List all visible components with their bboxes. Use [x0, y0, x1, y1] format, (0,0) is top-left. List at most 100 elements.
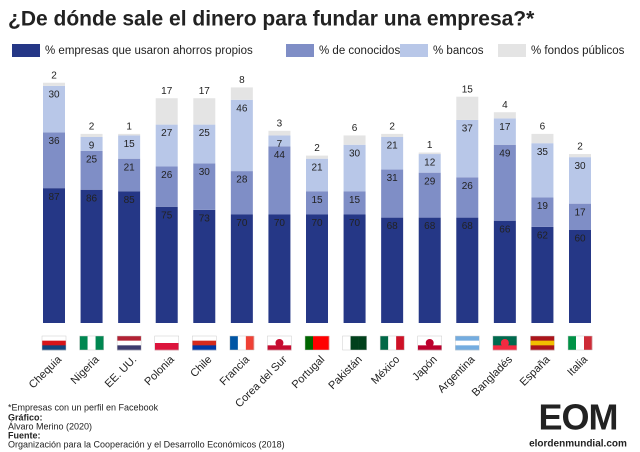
flag-stripe — [530, 340, 555, 346]
bar-segment — [569, 154, 591, 158]
value-label: 26 — [462, 181, 474, 192]
legend-label: % bancos — [433, 45, 484, 57]
flag — [229, 335, 255, 351]
flag-stripe — [396, 336, 405, 350]
bar-segment — [343, 135, 366, 145]
value-label: 12 — [424, 158, 436, 169]
value-label: 68 — [462, 221, 474, 232]
flag-stripe — [305, 336, 314, 350]
value-label: 3 — [277, 118, 283, 129]
flag-border — [379, 335, 405, 351]
value-label: 36 — [48, 136, 60, 147]
flag-stripe — [154, 343, 179, 351]
bar-segment — [230, 99, 253, 172]
bar-segment — [456, 96, 479, 120]
value-label: 30 — [574, 161, 586, 172]
value-label: 30 — [349, 148, 361, 159]
x-tick-label: Bangladés — [470, 353, 516, 399]
bar-segment — [456, 119, 479, 178]
value-label: 25 — [199, 128, 211, 139]
flag-stripe — [530, 345, 555, 351]
flag-border — [154, 335, 179, 351]
chart-title: ¿De dónde sale el dinero para fundar una… — [8, 8, 535, 31]
value-label: 30 — [199, 167, 211, 178]
x-tick-label: Polonia — [142, 353, 177, 388]
bar-segment — [268, 135, 291, 147]
legend-swatch — [286, 44, 314, 57]
bar-segment — [418, 172, 441, 218]
value-label: 21 — [124, 162, 136, 173]
legend-label: % fondos públicos — [531, 45, 625, 57]
bar-segment — [493, 220, 516, 323]
x-tick-label: Nigeria — [69, 353, 103, 387]
bar-segment — [381, 137, 404, 170]
value-label: 2 — [314, 143, 320, 154]
value-label: 62 — [537, 231, 549, 242]
bar-segment — [80, 137, 103, 151]
value-label: 26 — [161, 170, 173, 181]
flag — [530, 335, 555, 351]
bar-segment — [155, 166, 178, 207]
bar-segment — [569, 230, 591, 323]
value-label: 87 — [48, 192, 60, 203]
legend-swatch — [498, 44, 526, 57]
bar-segment — [569, 157, 591, 204]
flag-border — [192, 335, 217, 351]
credit: Álvaro Merino (2020) — [8, 421, 92, 431]
x-tick-label: Portugal — [290, 354, 327, 391]
flag — [417, 335, 442, 351]
flag-stripe — [358, 336, 367, 350]
flag-stripe — [192, 340, 217, 346]
value-label: 17 — [574, 207, 586, 218]
flag-border — [455, 335, 480, 351]
flag-border — [304, 335, 330, 351]
bar-segment — [306, 191, 328, 215]
flag-border — [229, 335, 255, 351]
flag — [567, 335, 593, 351]
flag-stripe — [117, 345, 142, 351]
flag-stripe — [455, 336, 480, 341]
value-label: 15 — [462, 84, 474, 95]
value-label: 44 — [274, 150, 286, 161]
bar-segment — [456, 217, 479, 323]
bar-segment — [493, 144, 516, 221]
flag-stripe — [492, 336, 517, 341]
value-label: 8 — [239, 75, 245, 86]
bar-segment — [118, 133, 141, 136]
bar-segment — [531, 143, 554, 198]
value-label: 70 — [274, 218, 286, 229]
value-label: 15 — [124, 139, 136, 150]
flag-stripe — [117, 340, 142, 346]
flag-border — [567, 335, 593, 351]
value-label: 2 — [51, 70, 57, 81]
value-label: 7 — [277, 139, 283, 150]
flag — [492, 335, 518, 351]
value-label: 17 — [161, 86, 173, 97]
bar-segment — [569, 203, 591, 230]
x-tick-label: Japón — [410, 354, 440, 384]
bar-segment — [155, 98, 178, 125]
flag-stripe — [350, 336, 359, 350]
flag-stripe — [380, 336, 389, 350]
value-label: 30 — [48, 89, 60, 100]
bar-segment — [306, 158, 328, 192]
bar-segment — [268, 130, 291, 136]
credit-label: Gráfico: — [8, 412, 43, 422]
flag-border — [267, 335, 292, 351]
flag-stripe — [417, 345, 442, 351]
value-label: 17 — [499, 122, 511, 133]
bar-segment — [43, 188, 65, 323]
value-label: 25 — [86, 155, 98, 166]
flag — [379, 335, 405, 351]
bar-segment — [193, 98, 216, 125]
bar-segment — [118, 191, 141, 323]
bar-segment — [43, 82, 65, 86]
bar-segment — [80, 150, 103, 190]
footnote: *Empresas con un perfil en Facebook — [8, 402, 159, 412]
flag-emblem — [425, 339, 434, 347]
x-tick-label: Italia — [565, 353, 591, 379]
flag-emblem — [500, 339, 509, 347]
value-label: 15 — [349, 195, 361, 206]
legend-label: % de conocidos — [319, 45, 400, 57]
value-label: 68 — [387, 221, 399, 232]
